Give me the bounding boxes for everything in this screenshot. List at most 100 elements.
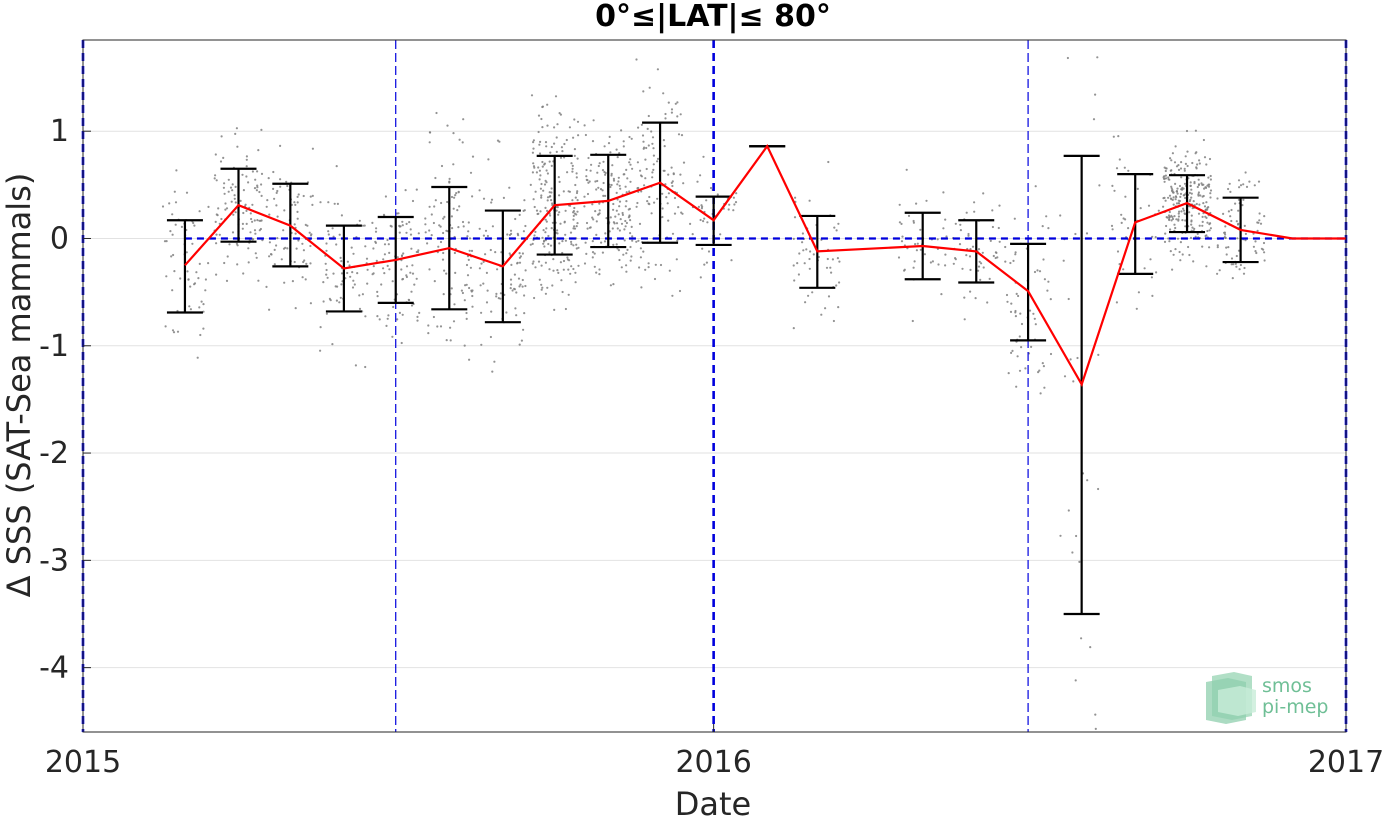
scatter-point [798,252,801,255]
scatter-point [541,165,544,168]
scatter-point [1184,196,1187,200]
scatter-point [618,152,621,155]
logo-mark-icon [1206,672,1256,724]
scatter-point [1241,204,1244,207]
scatter-point [667,192,671,195]
scatter-point [586,227,589,230]
scatter-point [235,127,238,130]
scatter-point [576,157,579,160]
scatter-point [611,164,614,167]
scatter-point [1115,301,1118,304]
scatter-point [900,240,904,243]
scatter-point [1198,203,1201,206]
scatter-point [661,192,664,195]
scatter-point [1170,187,1173,190]
scatter-point [995,251,998,254]
scatter-point [508,233,511,237]
scatter-point [189,285,192,288]
scatter-point [991,209,994,212]
scatter-point [490,310,493,313]
scatter-point [424,223,427,226]
scatter-point [296,210,299,213]
scatter-point [247,247,250,250]
scatter-point [549,214,552,217]
scatter-point [440,201,443,205]
scatter-point [656,68,660,71]
scatter-point [1236,237,1239,240]
scatter-point [974,297,977,300]
scatter-point [572,211,575,214]
scatter-point [576,199,579,202]
scatter-point [635,205,638,208]
scatter-point [570,265,573,268]
scatter-point [225,207,229,210]
scatter-point [247,261,250,264]
scatter-point [1254,240,1257,243]
scatter-point [1177,164,1180,167]
scatter-point [1020,322,1024,326]
scatter-point [559,222,562,225]
scatter-point [1066,56,1069,60]
scatter-point [258,219,261,222]
scatter-point [451,227,454,230]
scatter-point [601,189,604,192]
scatter-point [1225,253,1228,256]
scatter-point [1175,218,1178,221]
scatter-point [836,257,840,260]
logo-text-pi-mep: pi-mep [1262,696,1328,718]
scatter-point [1204,215,1207,218]
scatter-point [273,248,276,251]
scatter-point [538,143,541,146]
scatter-point [532,141,535,144]
scatter-point [1018,335,1021,338]
scatter-point [1076,356,1079,360]
scatter-point [400,268,403,271]
scatter-point [1182,207,1185,210]
scatter-point [165,240,168,243]
scatter-point [568,126,572,129]
scatter-point [1235,254,1238,258]
scatter-point [623,239,626,242]
scatter-point [493,360,496,363]
scatter-point [548,251,551,254]
scatter-point [490,198,494,201]
scatter-point [378,318,381,321]
scatter-point [1205,234,1208,237]
scatter-point [901,235,904,238]
scatter-point [630,225,633,228]
scatter-point [510,263,513,266]
scatter-point [1120,213,1123,216]
scatter-point [338,301,341,304]
scatter-point [1209,189,1213,192]
scatter-point [676,115,679,118]
scatter-point [1074,679,1077,682]
scatter-point [283,281,286,284]
scatter-point [502,196,505,199]
scatter-point [624,185,627,188]
scatter-point [568,259,571,262]
scatter-point [609,284,613,287]
scatter-point [808,257,811,261]
scatter-point [647,114,650,118]
scatter-point [486,234,489,238]
scatter-point [571,170,574,173]
scatter-point [199,333,202,337]
scatter-point [554,95,558,98]
scatter-point [1197,178,1200,181]
scatter-point [551,284,554,287]
scatter-point [942,227,945,230]
scatter-point [326,276,329,279]
scatter-point [1168,194,1172,197]
scatter-point [1176,192,1179,195]
scatter-point [1089,646,1092,649]
scatter-point [568,190,572,193]
scatter-point [1063,375,1067,378]
scatter-point [322,281,325,284]
scatter-point [439,325,443,328]
scatter-point [225,279,229,282]
scatter-point [486,289,489,292]
scatter-point [626,248,629,251]
scatter-point [446,200,449,204]
scatter-point [829,266,832,269]
scatter-point [1189,236,1193,239]
